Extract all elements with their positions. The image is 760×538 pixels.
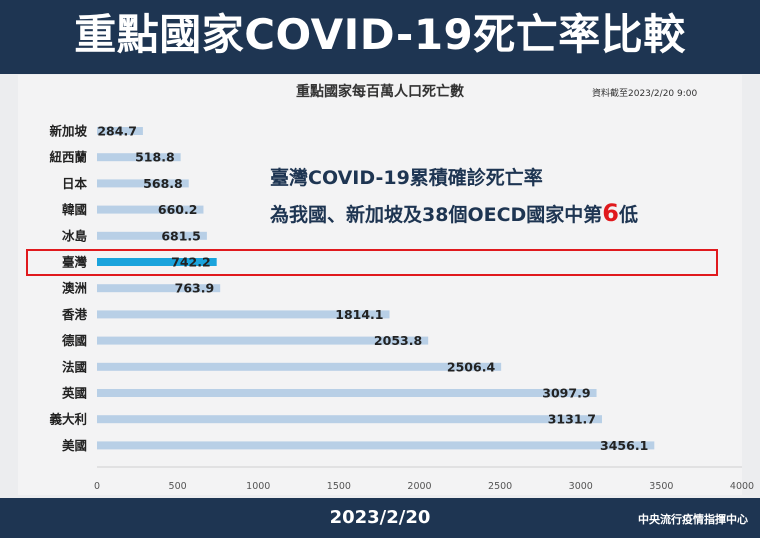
value-label: 2053.8 bbox=[374, 333, 422, 348]
x-tick-label: 1500 bbox=[327, 481, 351, 492]
value-label: 2506.4 bbox=[447, 359, 496, 374]
value-label: 1814.1 bbox=[335, 307, 383, 322]
bar bbox=[97, 415, 602, 424]
x-tick-label: 2000 bbox=[407, 481, 431, 492]
category-label: 英國 bbox=[62, 386, 87, 401]
bar-highlight bbox=[97, 258, 217, 266]
value-label: 681.5 bbox=[161, 228, 201, 243]
category-label: 澳洲 bbox=[62, 281, 87, 296]
category-label: 紐西蘭 bbox=[49, 150, 87, 165]
bar bbox=[97, 441, 655, 450]
value-label: 518.8 bbox=[135, 150, 175, 165]
category-label: 韓國 bbox=[62, 202, 87, 217]
source-note: 資料截至2023/2/20 9:00 bbox=[592, 89, 698, 99]
bar bbox=[97, 231, 207, 240]
category-label: 臺灣 bbox=[62, 255, 88, 270]
annotation-line1: 臺灣COVID-19累積確診死亡率 bbox=[270, 167, 543, 189]
header-banner: 重點國家COVID-19死亡率比較 bbox=[0, 0, 760, 74]
x-tick-label: 3500 bbox=[649, 481, 673, 492]
bar bbox=[97, 310, 390, 319]
category-label: 義大利 bbox=[49, 412, 87, 427]
x-tick-label: 1000 bbox=[246, 481, 270, 492]
annotation-suffix: 低 bbox=[619, 204, 639, 226]
bar bbox=[97, 389, 597, 397]
value-label: 284.7 bbox=[97, 124, 137, 139]
category-label: 冰島 bbox=[62, 228, 88, 243]
x-tick-label: 4000 bbox=[730, 481, 754, 492]
bar bbox=[97, 362, 502, 371]
value-label: 3456.1 bbox=[600, 438, 648, 453]
highlight-box bbox=[26, 249, 718, 276]
x-tick-label: 3000 bbox=[569, 481, 593, 492]
bar bbox=[97, 153, 181, 162]
value-label: 660.2 bbox=[158, 202, 198, 217]
category-label: 新加坡 bbox=[49, 124, 87, 139]
category-label: 日本 bbox=[62, 176, 88, 191]
value-label: 742.2 bbox=[171, 255, 211, 270]
footer-date: 2023/2/20 bbox=[329, 507, 431, 528]
category-label: 美國 bbox=[62, 438, 87, 453]
category-label: 法國 bbox=[62, 359, 87, 374]
x-tick-label: 2500 bbox=[488, 481, 512, 492]
value-label: 3131.7 bbox=[548, 412, 596, 427]
chart-title: 重點國家每百萬人口死亡數 bbox=[296, 84, 464, 100]
bar bbox=[97, 336, 429, 345]
footer-banner: 2023/2/20 中央流行疫情指揮中心 bbox=[0, 498, 760, 538]
value-label: 763.9 bbox=[175, 281, 215, 296]
bar bbox=[97, 284, 221, 293]
category-label: 香港 bbox=[61, 307, 88, 322]
annotation-rank: 6 bbox=[602, 199, 619, 227]
bar bbox=[97, 127, 143, 135]
value-label: 3097.9 bbox=[542, 386, 590, 401]
x-tick-label: 500 bbox=[169, 481, 187, 492]
footer-org: 中央流行疫情指揮中心 bbox=[638, 513, 748, 526]
annotation-prefix: 為我國、新加坡及38個OECD國家中第 bbox=[270, 204, 603, 226]
category-label: 德國 bbox=[62, 333, 87, 348]
bar bbox=[97, 205, 204, 214]
value-label: 568.8 bbox=[143, 176, 183, 191]
bar bbox=[97, 179, 189, 188]
x-tick-label: 0 bbox=[94, 481, 100, 492]
page-title: 重點國家COVID-19死亡率比較 bbox=[74, 10, 686, 59]
annotation-line2: 為我國、新加坡及38個OECD國家中第6低 bbox=[270, 199, 638, 227]
